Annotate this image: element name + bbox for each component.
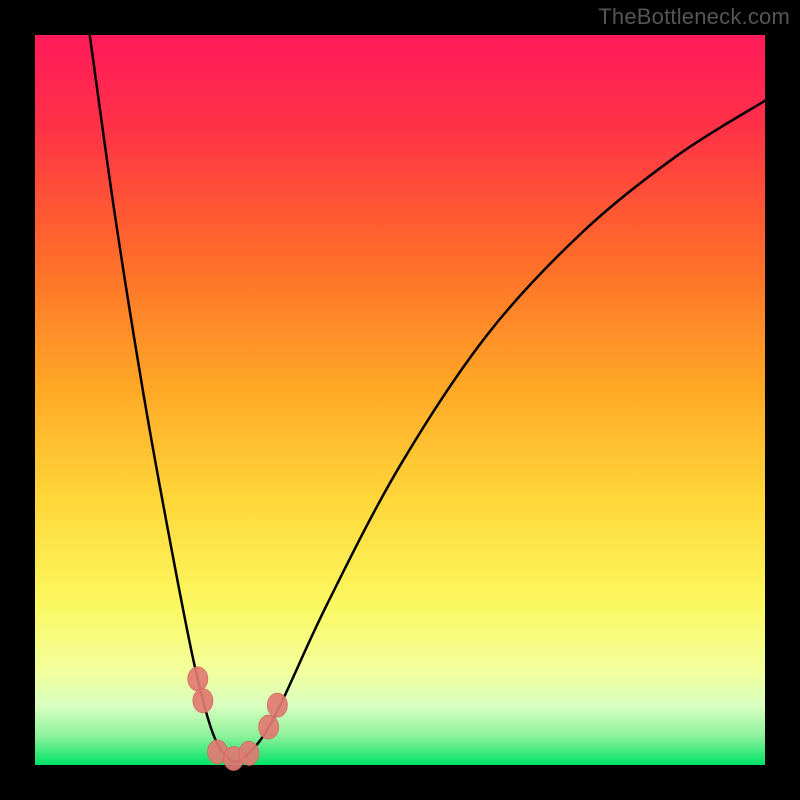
data-marker	[267, 693, 287, 717]
data-marker	[259, 715, 279, 739]
chart-container: TheBottleneck.com	[0, 0, 800, 800]
data-marker	[239, 741, 259, 765]
watermark-text: TheBottleneck.com	[598, 4, 790, 30]
data-marker	[193, 689, 213, 713]
data-marker	[188, 667, 208, 691]
bottleneck-chart	[0, 0, 800, 800]
